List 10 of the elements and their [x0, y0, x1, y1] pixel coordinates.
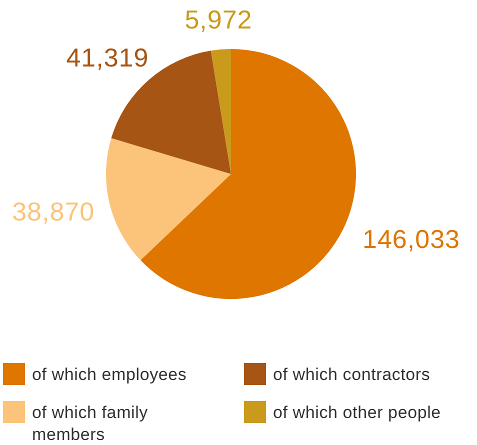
data-label: 41,319: [66, 42, 149, 73]
legend-label: of which employees: [32, 365, 187, 384]
data-label: 5,972: [184, 4, 252, 35]
legend-label: of which other people: [273, 403, 441, 422]
data-label: 146,033: [362, 224, 460, 254]
pie-slice: [210, 49, 231, 174]
legend-label: of which contractors: [273, 365, 430, 384]
pie-slice: [106, 138, 231, 260]
data-label: 38,870: [12, 196, 95, 227]
legend-label: of which family members: [32, 403, 148, 444]
